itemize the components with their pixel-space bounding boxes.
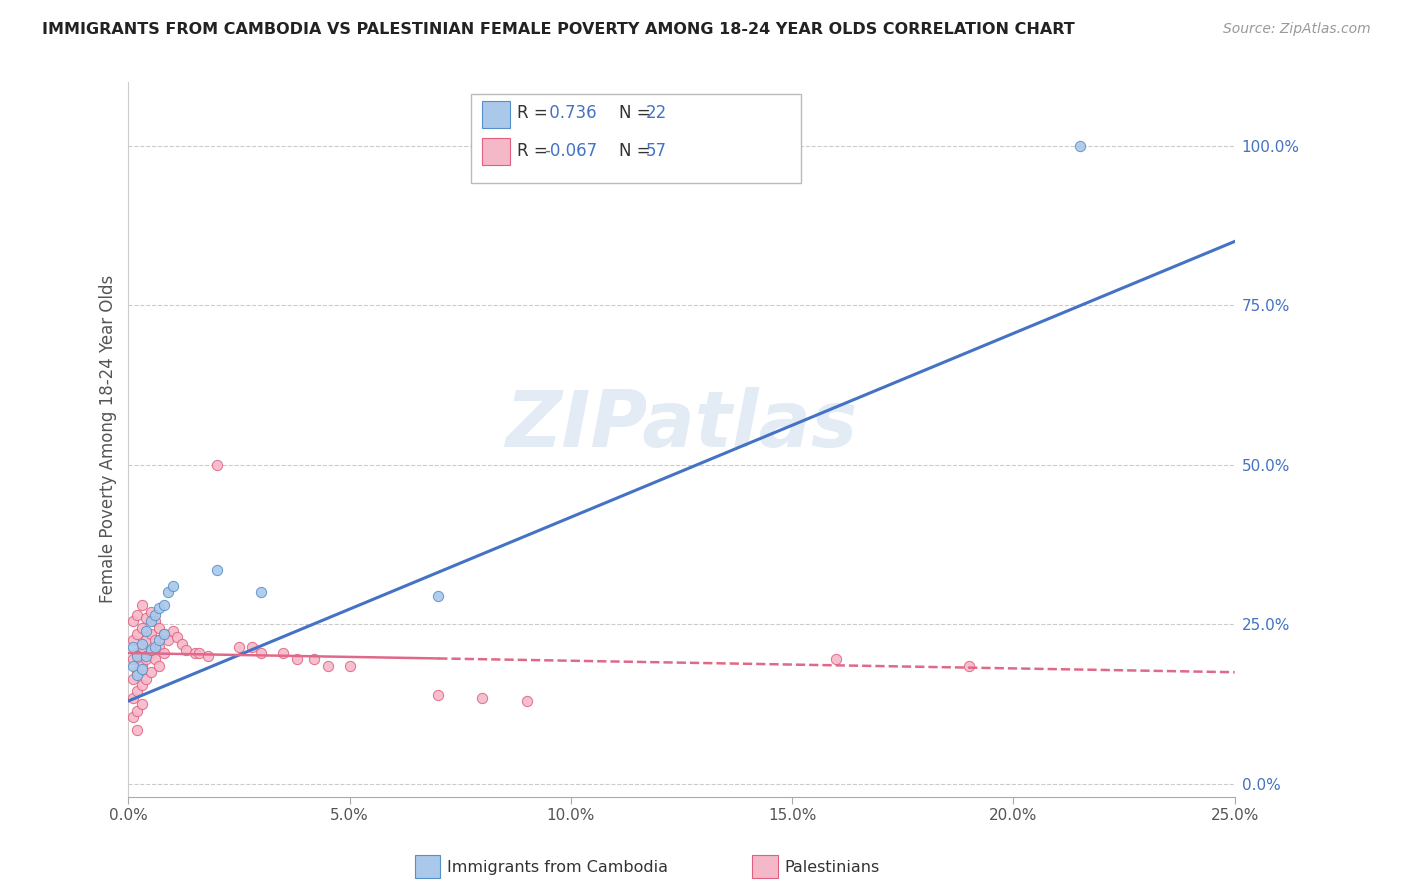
- Point: [174, 643, 197, 657]
- Point: [127, 723, 149, 737]
- Point: [127, 704, 149, 718]
- Point: [228, 640, 250, 654]
- Point: [131, 621, 153, 635]
- Text: 0.736: 0.736: [544, 104, 596, 122]
- Text: R =: R =: [517, 142, 554, 160]
- Point: [197, 649, 219, 664]
- Text: Source: ZipAtlas.com: Source: ZipAtlas.com: [1223, 22, 1371, 37]
- Point: [273, 646, 295, 660]
- Point: [139, 605, 162, 619]
- Point: [143, 633, 166, 648]
- Point: [148, 621, 170, 635]
- Point: [122, 614, 145, 628]
- Point: [148, 601, 170, 615]
- Point: [825, 652, 848, 666]
- Point: [205, 458, 228, 472]
- Text: N =: N =: [619, 142, 655, 160]
- Point: [157, 585, 180, 599]
- Point: [131, 658, 153, 673]
- Point: [162, 579, 184, 593]
- Point: [127, 627, 149, 641]
- Point: [143, 607, 166, 622]
- Point: [240, 640, 263, 654]
- Point: [122, 658, 145, 673]
- Point: [153, 646, 176, 660]
- Point: [339, 658, 361, 673]
- Point: [143, 614, 166, 628]
- Point: [127, 646, 149, 660]
- Point: [131, 662, 153, 676]
- Point: [153, 627, 176, 641]
- Point: [135, 624, 157, 638]
- Point: [127, 684, 149, 698]
- Point: [139, 665, 162, 680]
- Point: [148, 658, 170, 673]
- Point: [316, 658, 339, 673]
- Text: R =: R =: [517, 104, 554, 122]
- Point: [139, 646, 162, 660]
- Point: [170, 636, 193, 650]
- Point: [135, 649, 157, 664]
- Point: [166, 630, 188, 644]
- Point: [153, 598, 176, 612]
- Point: [139, 614, 162, 628]
- Point: [205, 563, 228, 577]
- Text: 57: 57: [645, 142, 666, 160]
- Text: Immigrants from Cambodia: Immigrants from Cambodia: [447, 860, 668, 874]
- Text: IMMIGRANTS FROM CAMBODIA VS PALESTINIAN FEMALE POVERTY AMONG 18-24 YEAR OLDS COR: IMMIGRANTS FROM CAMBODIA VS PALESTINIAN …: [42, 22, 1076, 37]
- Point: [139, 627, 162, 641]
- Text: N =: N =: [619, 104, 655, 122]
- Point: [131, 640, 153, 654]
- Text: Palestinians: Palestinians: [785, 860, 880, 874]
- Text: -0.067: -0.067: [544, 142, 598, 160]
- Point: [131, 598, 153, 612]
- Point: [184, 646, 207, 660]
- Point: [143, 640, 166, 654]
- Point: [127, 668, 149, 682]
- Point: [162, 624, 184, 638]
- Point: [143, 652, 166, 666]
- Point: [471, 690, 494, 705]
- Point: [131, 636, 153, 650]
- Point: [304, 652, 326, 666]
- Point: [957, 658, 980, 673]
- Point: [127, 649, 149, 664]
- Point: [127, 665, 149, 680]
- Point: [122, 633, 145, 648]
- Point: [516, 694, 538, 708]
- Point: [250, 585, 273, 599]
- Point: [250, 646, 273, 660]
- Point: [135, 672, 157, 686]
- Point: [139, 643, 162, 657]
- Point: [122, 640, 145, 654]
- Point: [122, 690, 145, 705]
- Point: [135, 652, 157, 666]
- Point: [148, 633, 170, 648]
- Point: [427, 589, 450, 603]
- Point: [153, 627, 176, 641]
- Point: [127, 607, 149, 622]
- Point: [135, 611, 157, 625]
- Y-axis label: Female Poverty Among 18-24 Year Olds: Female Poverty Among 18-24 Year Olds: [100, 275, 117, 603]
- Point: [122, 672, 145, 686]
- Point: [188, 646, 211, 660]
- Point: [1069, 138, 1091, 153]
- Point: [122, 652, 145, 666]
- Text: ZIPatlas: ZIPatlas: [505, 387, 858, 463]
- Point: [148, 640, 170, 654]
- Point: [131, 678, 153, 692]
- Point: [427, 688, 450, 702]
- Point: [122, 710, 145, 724]
- Point: [131, 697, 153, 711]
- Point: [157, 633, 180, 648]
- Point: [135, 633, 157, 648]
- Text: 22: 22: [645, 104, 666, 122]
- Point: [285, 652, 308, 666]
